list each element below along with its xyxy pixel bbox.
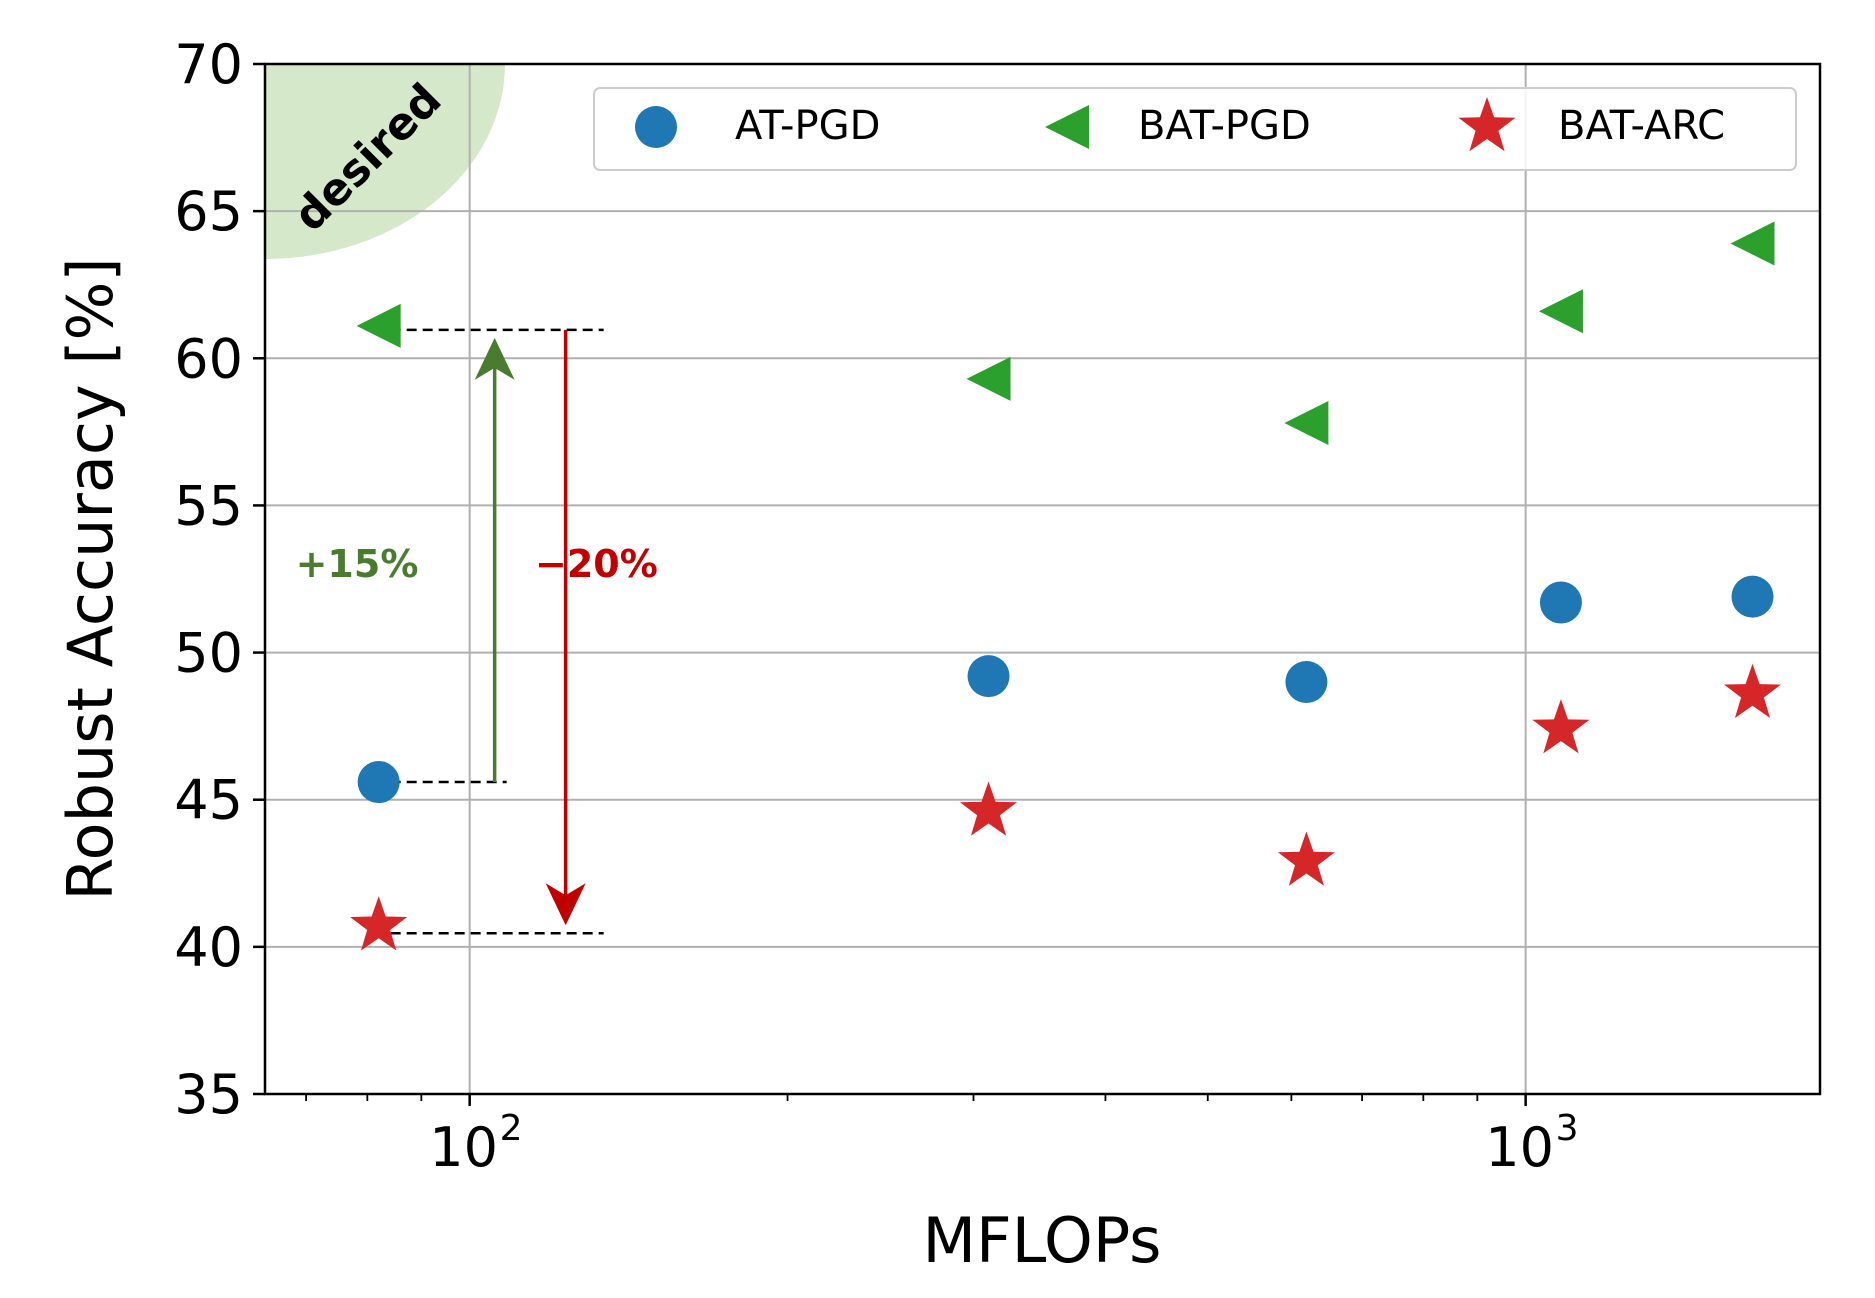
series-at-pgd — [357, 575, 1774, 804]
plot-frame — [263, 62, 1822, 1096]
data-point — [1538, 289, 1583, 334]
data-point — [1285, 661, 1328, 703]
data-point — [1724, 663, 1781, 718]
legend-label: BAT-PGD — [1138, 103, 1311, 149]
gain-label: +15% — [296, 542, 419, 586]
data-point — [1730, 221, 1775, 266]
gain-arrow-head — [474, 337, 515, 380]
data-point — [1731, 575, 1774, 618]
x-axis-label: MFLOPs — [923, 1204, 1162, 1277]
y-tick-label: 70 — [174, 33, 243, 96]
data-point — [960, 781, 1018, 836]
data-point — [1277, 831, 1335, 886]
x-tick-label: 10 — [1485, 1116, 1554, 1179]
y-tick-label: 50 — [174, 622, 243, 685]
y-tick-label: 55 — [174, 474, 243, 537]
legend: AT-PGD BAT-PGD BAT-ARC — [593, 87, 1797, 171]
legend-marker — [1045, 105, 1089, 149]
data-point — [1532, 699, 1590, 754]
legend-label: BAT-ARC — [1558, 103, 1725, 149]
drop-arrow-head — [545, 883, 586, 926]
y-tick-label: 60 — [174, 327, 243, 390]
legend-marker — [635, 106, 677, 148]
data-point — [357, 761, 400, 804]
series-bat-pgd — [356, 221, 1775, 446]
y-axis-label: Robust Accuracy [%] — [54, 257, 127, 900]
legend-label: AT-PGD — [735, 103, 880, 149]
legend-frame — [593, 87, 1797, 171]
x-tick-label-exponent: 2 — [500, 1108, 523, 1149]
data-point — [356, 303, 401, 348]
data-point — [1539, 581, 1582, 624]
annotations: +15% −20% desired — [284, 74, 658, 935]
y-tick-label: 45 — [174, 769, 243, 832]
drop-label: −20% — [535, 542, 658, 586]
y-tick-label: 65 — [174, 180, 243, 243]
x-tick-label: 10 — [429, 1116, 498, 1179]
data-point — [350, 896, 408, 951]
legend-marker — [1458, 97, 1516, 152]
data-point — [1284, 401, 1329, 446]
data-point — [966, 356, 1011, 401]
grid-lines — [265, 63, 1820, 1095]
data-points — [350, 221, 1781, 951]
y-tick-label: 35 — [174, 1063, 243, 1126]
data-point — [967, 655, 1010, 698]
y-tick-label: 40 — [174, 916, 243, 979]
x-tick-label-exponent: 3 — [1556, 1108, 1579, 1149]
series-bat-arc — [350, 663, 1781, 951]
